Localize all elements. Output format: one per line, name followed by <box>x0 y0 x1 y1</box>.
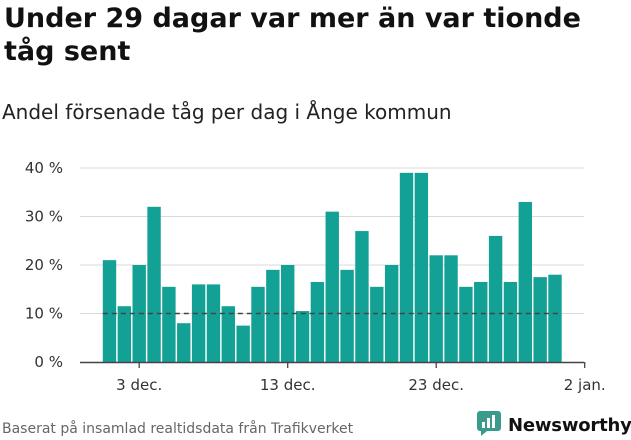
source-note: Baserat på insamlad realtidsdata från Tr… <box>2 421 354 437</box>
x-tick-label: 13 dec. <box>260 376 316 394</box>
bar <box>340 269 354 362</box>
x-axis <box>80 361 586 368</box>
brand-name: Newsworthy <box>508 414 631 436</box>
chart-subtitle: Andel försenade tåg per dag i Ånge kommu… <box>2 100 452 124</box>
bar <box>162 286 176 362</box>
y-tick-label: 20 % <box>25 256 63 274</box>
chart-title: Under 29 dagar var mer än var tionde tåg… <box>4 3 581 67</box>
bar <box>459 286 473 362</box>
x-tick-label: 2 jan. <box>564 376 606 394</box>
bar <box>355 231 369 362</box>
bar <box>518 201 532 362</box>
bar <box>548 274 562 362</box>
x-tick-label: 23 dec. <box>408 376 464 394</box>
bar <box>488 235 503 362</box>
bar <box>147 206 161 362</box>
bar <box>503 281 518 362</box>
y-tick-label: 0 % <box>34 353 63 371</box>
bar <box>295 311 310 362</box>
bar <box>399 172 414 362</box>
y-tick-label: 30 % <box>25 208 63 226</box>
y-axis-labels: 0 % 10 % 20 % 30 % 40 % <box>25 159 63 371</box>
bar <box>414 172 429 362</box>
bar <box>236 325 250 362</box>
bar <box>370 286 384 362</box>
bar <box>117 306 132 362</box>
bar <box>191 284 206 362</box>
y-tick-label: 10 % <box>25 305 63 323</box>
bar <box>310 281 325 362</box>
bar <box>177 323 191 362</box>
bar-chart: 0 % 10 % 20 % 30 % 40 % 3 dec. 13 dec. 23 dec.… <box>25 159 606 394</box>
bar <box>251 286 265 362</box>
bar <box>266 269 280 362</box>
bar <box>444 255 458 362</box>
newsworthy-logo-icon <box>476 410 502 440</box>
x-tick-label: 3 dec. <box>116 376 162 394</box>
y-tick-label: 40 % <box>25 159 63 177</box>
bar-series <box>102 172 562 362</box>
newsworthy-brand[interactable]: Newsworthy <box>476 410 631 440</box>
x-axis-labels: 3 dec. 13 dec. 23 dec. 2 jan. <box>116 376 606 394</box>
bar <box>474 281 488 362</box>
bar <box>206 284 221 362</box>
bar <box>102 260 117 362</box>
bar <box>533 277 547 362</box>
bar <box>221 306 235 362</box>
bar <box>325 211 339 362</box>
bar <box>429 255 443 362</box>
